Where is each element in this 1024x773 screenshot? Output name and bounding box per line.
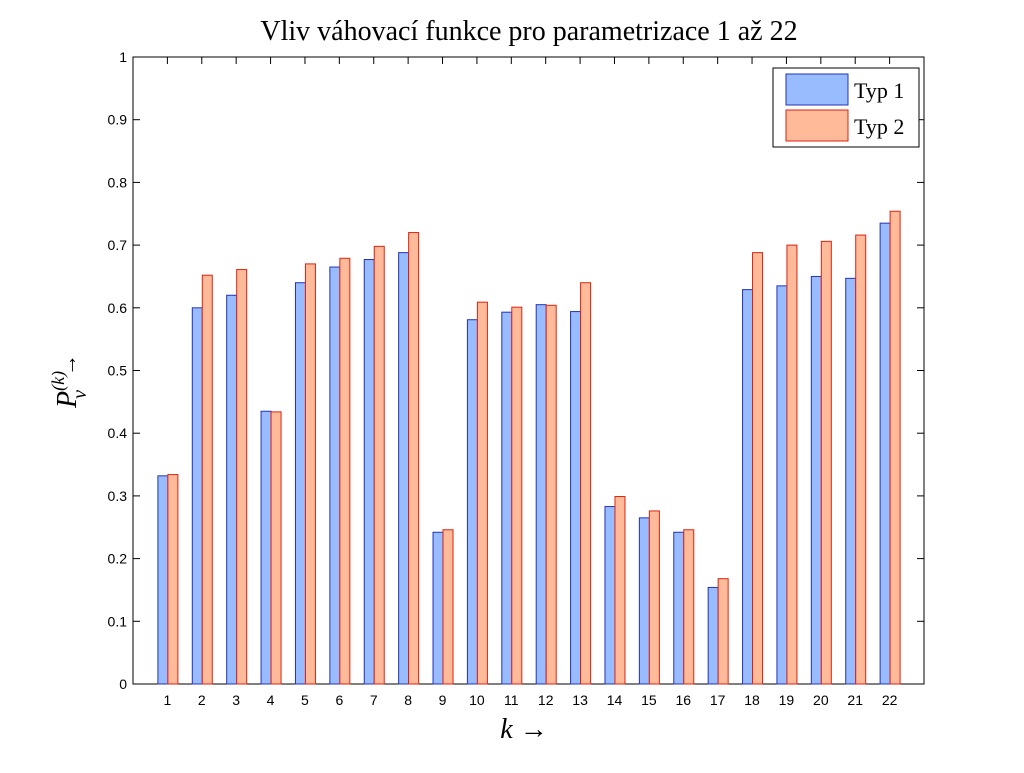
bar-2: [373, 245, 385, 685]
x-tick-label: 2: [198, 692, 206, 708]
y-axis-label-arrow: →: [56, 354, 81, 376]
x-tick-label: 19: [779, 692, 795, 708]
bar-2: [855, 234, 867, 685]
y-axis-label-sub: v: [69, 390, 91, 399]
bar-1: [363, 259, 375, 685]
bar-1: [742, 289, 754, 685]
y-tick-label: 0.1: [108, 613, 128, 629]
bar-1: [879, 222, 891, 685]
bar-1: [329, 266, 341, 685]
x-tick-label: 12: [538, 692, 554, 708]
y-tick-label: 0.5: [108, 363, 128, 379]
x-tick-label: 7: [370, 692, 378, 708]
bar-1: [432, 531, 444, 685]
x-tick-label: 17: [710, 692, 726, 708]
x-tick-label: 8: [404, 692, 412, 708]
bar-1: [810, 275, 822, 685]
x-tick-label: 14: [607, 692, 623, 708]
bar-1: [294, 282, 306, 685]
y-axis-label: P(k)v →: [48, 354, 91, 409]
bar-2: [476, 301, 488, 685]
x-tick-label: 9: [439, 692, 447, 708]
bar-2: [786, 244, 798, 685]
bar-2: [820, 240, 832, 685]
y-tick-label: 0.2: [108, 551, 128, 567]
x-tick-label: 5: [301, 692, 309, 708]
x-tick-label: 11: [504, 692, 519, 708]
bar-1: [570, 311, 582, 685]
bar-1: [157, 475, 169, 685]
bar-2: [339, 257, 351, 685]
plot-area: 00.10.20.30.40.50.60.70.80.911 2 3 4 5 6 7 8 9 10…: [108, 49, 925, 708]
x-tick-label: 18: [744, 692, 760, 708]
bar-2: [201, 274, 213, 685]
x-axis-label: k →: [500, 714, 547, 745]
y-tick-label: 0.9: [108, 112, 128, 128]
y-tick-label: 0.3: [108, 488, 128, 504]
y-axis-label-main: P: [52, 391, 83, 409]
y-tick-label: 0.7: [108, 237, 128, 253]
chart-title: Vliv váhovací funkce pro parametrizace 1…: [260, 16, 797, 47]
bar-2: [752, 252, 764, 685]
bar-1: [535, 304, 547, 685]
x-tick-label: 13: [572, 692, 588, 708]
bar-2: [683, 529, 695, 685]
bar-1: [398, 252, 410, 685]
x-tick-label: 15: [641, 692, 657, 708]
y-tick-label: 0.4: [108, 425, 128, 441]
x-axis-label-text: k →: [500, 714, 547, 745]
y-axis-label-sup: (k): [48, 371, 69, 391]
bar-2: [270, 411, 282, 685]
y-tick-label: 0.8: [108, 174, 128, 190]
x-tick-label: 1: [163, 692, 171, 708]
bar-2: [304, 263, 316, 685]
bar-2: [648, 510, 660, 685]
bar-2: [236, 269, 248, 685]
bar-1: [707, 586, 719, 685]
bar-2: [580, 282, 592, 685]
bar-1: [604, 506, 616, 685]
bar-2: [614, 496, 626, 685]
bar-2: [167, 474, 179, 685]
bar-1: [673, 531, 685, 685]
y-tick-label: 0: [119, 676, 127, 692]
bar-1: [260, 410, 272, 685]
bar-2: [511, 306, 523, 685]
bar-2: [442, 529, 454, 685]
bar-1: [845, 277, 857, 685]
bar-1: [226, 294, 238, 685]
bar-2: [545, 304, 557, 685]
legend: Typ 1 Typ 2: [772, 67, 920, 148]
x-tick-label: 4: [267, 692, 275, 708]
legend-swatch: [785, 73, 849, 106]
y-tick-label: 0.6: [108, 300, 128, 316]
legend-swatch: [785, 109, 849, 142]
legend-label: Typ 2: [854, 114, 904, 139]
x-tick-label: 20: [813, 692, 829, 708]
bar-1: [501, 311, 513, 685]
x-tick-label: 22: [882, 692, 898, 708]
x-tick-label: 16: [675, 692, 691, 708]
bar-2: [408, 232, 420, 685]
x-tick-label: 10: [469, 692, 485, 708]
bar-2: [717, 578, 729, 685]
bar-1: [776, 285, 788, 685]
y-axis-label-text: P(k)v →: [48, 354, 91, 409]
x-tick-label: 21: [847, 692, 863, 708]
x-tick-label: 6: [335, 692, 343, 708]
x-tick-label: 3: [232, 692, 240, 708]
bar-1: [466, 319, 478, 685]
bar-1: [191, 307, 203, 685]
y-tick-label: 1: [119, 49, 127, 65]
bar-2: [889, 210, 901, 685]
legend-label: Typ 1: [854, 78, 904, 103]
bar-1: [638, 517, 650, 685]
